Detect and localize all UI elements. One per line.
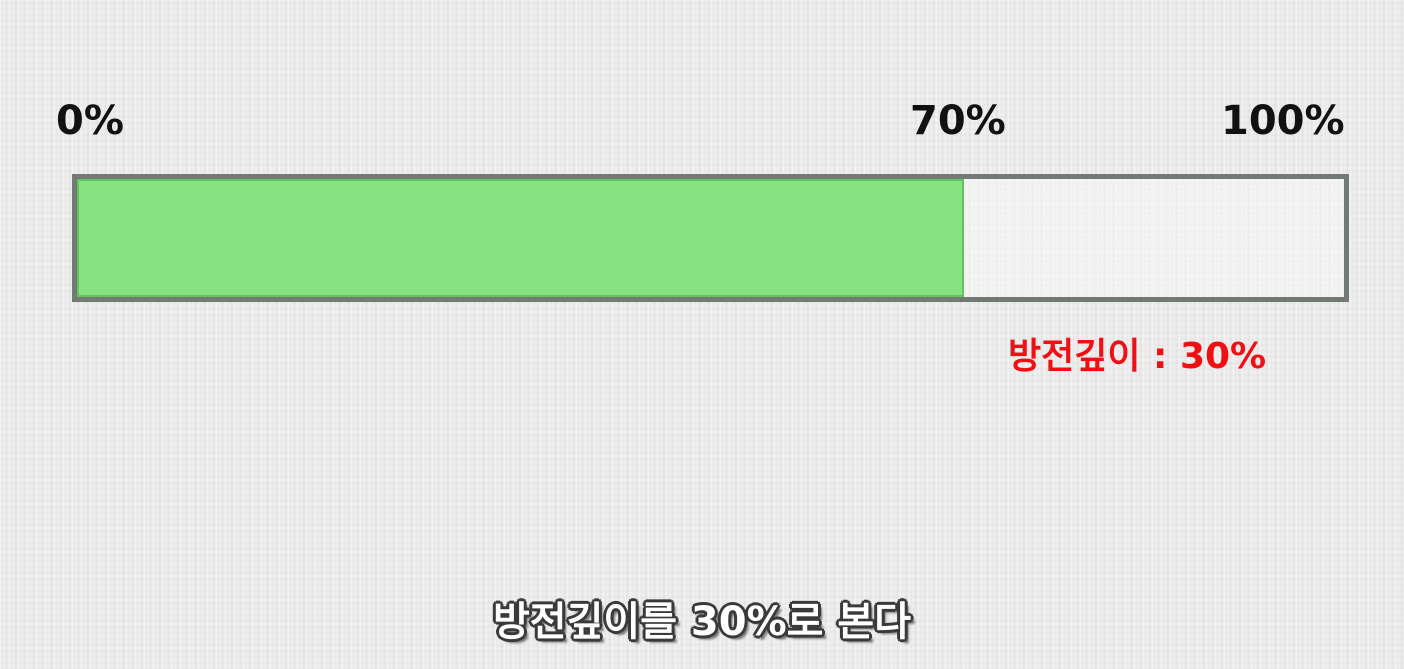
- progress-bar-track: [72, 174, 1349, 302]
- scale-label-mark: 70%: [910, 98, 1006, 144]
- scale-label-end: 100%: [1221, 98, 1345, 144]
- scale-label-start: 0%: [56, 98, 124, 144]
- video-subtitle: 방전깊이를 30%로 본다: [493, 599, 911, 645]
- depth-of-discharge-label: 방전깊이 : 30%: [1008, 336, 1267, 377]
- progress-bar-fill: [77, 179, 964, 297]
